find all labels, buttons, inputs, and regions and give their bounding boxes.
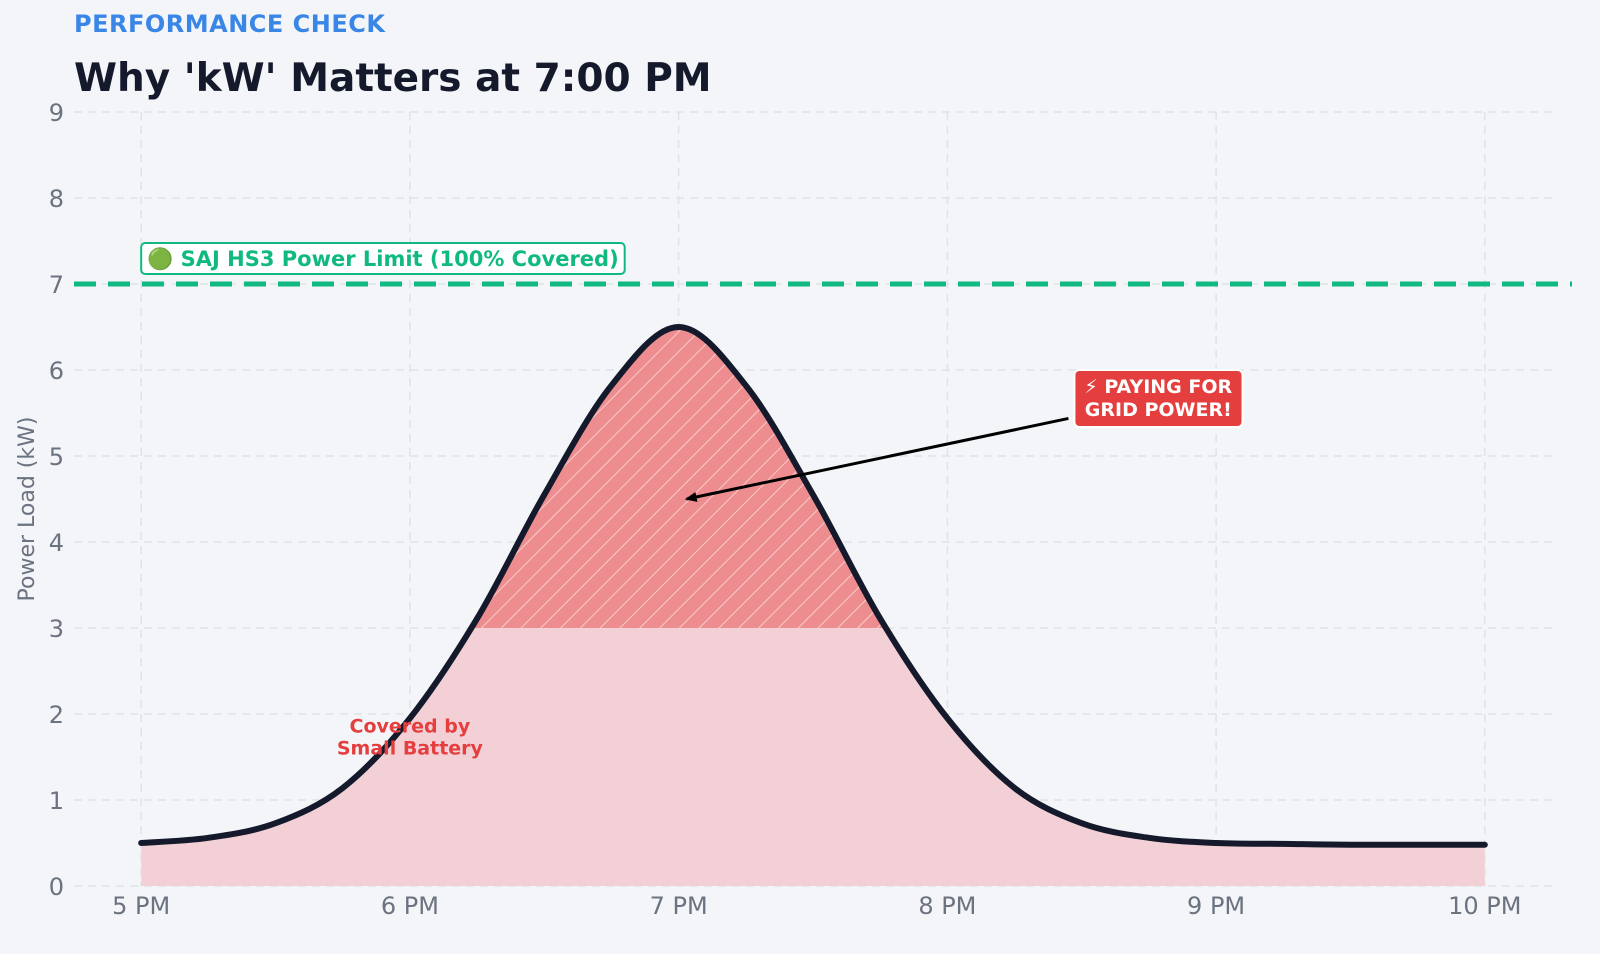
y-axis-title: Power Load (kW) [15,417,40,602]
grid-callout-arrow [684,416,1069,502]
y-tick-label: 3 [49,615,64,643]
battery-label-line1: Covered by [350,715,471,737]
area-fills [141,327,1485,886]
y-tick-label: 8 [49,185,64,213]
load-curve-line [138,324,1488,848]
grid-power-hatch [471,327,886,628]
battery-covered-area [141,628,1485,886]
x-tick-label: 7 PM [650,892,708,920]
y-tick-label: 5 [49,443,64,471]
y-tick-label: 0 [49,873,64,901]
x-tick-label: 6 PM [381,892,439,920]
grid-callout-line1: ⚡ PAYING FOR [1084,376,1232,398]
series-lines [74,281,1572,848]
y-tick-label: 9 [49,99,64,127]
page-title: Why 'kW' Matters at 7:00 PM [74,56,712,101]
x-tick-label: 10 PM [1448,892,1521,920]
y-tick-label: 1 [49,787,64,815]
y-tick-label: 4 [49,529,64,557]
y-tick-label: 2 [49,701,64,729]
eyebrow-label: PERFORMANCE CHECK [74,10,386,38]
x-tick-label: 5 PM [112,892,170,920]
x-tick-label: 8 PM [918,892,976,920]
y-tick-label: 7 [49,271,64,299]
x-tick-label: 9 PM [1187,892,1245,920]
grid-callout-box [1073,369,1244,428]
limit-label: 🟢 SAJ HS3 Power Limit (100% Covered) [147,246,619,271]
limit-label-box [140,242,626,275]
y-tick-label: 6 [49,357,64,385]
annotations: 🟢 SAJ HS3 Power Limit (100% Covered) ⚡ PA… [140,242,1244,759]
battery-label-line2: Small Battery [337,737,484,759]
axis-labels: 0 1 2 3 4 5 6 7 8 9 5 PM 6 PM 7 PM 8 PM 9 PM 10 PM Power… [15,99,1521,920]
grid-callout-line2: GRID POWER! [1085,399,1232,421]
